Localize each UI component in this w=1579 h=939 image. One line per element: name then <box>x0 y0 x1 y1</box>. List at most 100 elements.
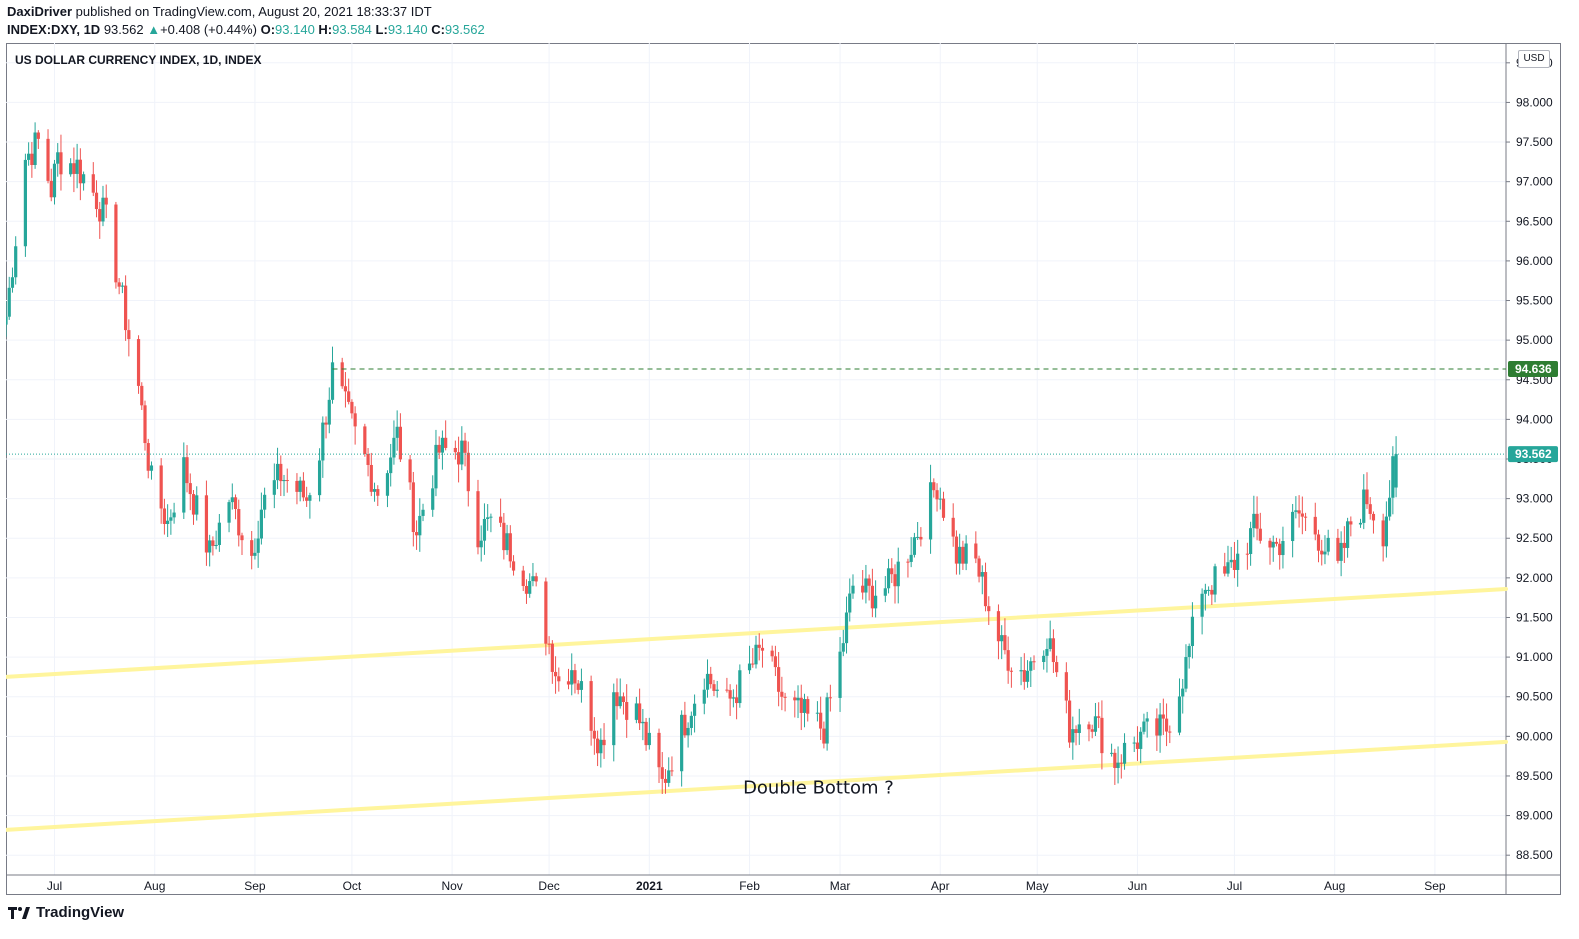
candle-body <box>1274 541 1279 544</box>
candle-body <box>751 663 755 665</box>
candle-body <box>1278 543 1282 556</box>
candle-body <box>240 535 244 541</box>
candle-body <box>411 482 415 533</box>
candle-body <box>1190 616 1195 647</box>
candle-body <box>195 495 199 515</box>
candle-body <box>919 536 923 540</box>
candle-body <box>1042 655 1046 663</box>
x-tick-label: Jul <box>1227 879 1242 893</box>
candle-body <box>1113 752 1117 768</box>
currency-label[interactable]: USD <box>1518 50 1550 68</box>
candle-body <box>815 712 820 714</box>
candle-body <box>136 339 141 386</box>
candle-body <box>376 489 380 496</box>
candle-body <box>1177 696 1182 733</box>
y-tick-label: 98.000 <box>1516 95 1553 109</box>
candle-body <box>33 132 37 165</box>
candle-body <box>705 673 710 690</box>
candle-body <box>120 285 124 287</box>
candle-body <box>1200 593 1204 617</box>
candle-body <box>886 568 891 589</box>
candle-body <box>802 699 807 713</box>
candle-body <box>398 426 402 460</box>
candle-body <box>1022 670 1026 682</box>
candle-body <box>1006 650 1010 671</box>
x-tick-label: May <box>1026 879 1049 893</box>
candle-body <box>385 473 390 496</box>
candle-body <box>1032 661 1036 663</box>
candle-body <box>641 721 645 724</box>
candle-body <box>828 697 832 699</box>
candlestick-chart[interactable]: 88.500 89.000 89.500 90.000 90.500 91.000 91.5… <box>6 43 1561 895</box>
candle-body <box>735 697 739 704</box>
candle-body <box>114 204 118 283</box>
candle-body <box>793 697 797 701</box>
x-tick-label: Nov <box>441 879 462 893</box>
candle-body <box>437 444 441 453</box>
candle-body <box>1271 541 1275 548</box>
candle-body <box>618 696 622 707</box>
candle-body <box>172 512 176 518</box>
candle-body <box>1297 510 1301 514</box>
candle-body <box>935 490 939 500</box>
candle-body <box>204 495 209 553</box>
tradingview-logo-icon <box>8 906 30 919</box>
candle-body <box>928 482 933 540</box>
candle-body <box>980 572 984 577</box>
candle-body <box>272 480 276 495</box>
candle-body <box>94 192 99 210</box>
candle-body <box>117 282 121 287</box>
x-tick-label: Oct <box>343 879 362 893</box>
candle-body <box>1268 540 1272 548</box>
candle-body <box>81 174 86 184</box>
candle-body <box>476 491 480 548</box>
candle-body <box>961 546 965 564</box>
candle-body <box>770 650 774 657</box>
candle-body <box>838 651 842 698</box>
y-tick-label: 96.500 <box>1516 214 1553 228</box>
candle-body <box>1087 724 1091 730</box>
candle-body <box>1110 752 1114 754</box>
candle-body <box>1300 513 1304 517</box>
candle-body <box>579 681 584 690</box>
x-tick-label: Aug <box>1324 879 1345 893</box>
y-tick-label: 94.000 <box>1516 412 1553 426</box>
candle-body <box>369 464 373 492</box>
y-tick-label: 89.500 <box>1516 769 1553 783</box>
low-label: L: <box>375 22 388 37</box>
candle-body <box>149 465 154 471</box>
candle-body <box>1009 670 1013 672</box>
candle-body <box>625 702 629 720</box>
candle-body <box>1055 662 1059 673</box>
candle-body <box>738 670 742 704</box>
candle-body <box>566 681 571 685</box>
y-tick-label: 95.000 <box>1516 333 1553 347</box>
candle-body <box>1161 714 1165 719</box>
candle-body <box>1168 731 1172 733</box>
candle-body <box>844 612 849 644</box>
candle-body <box>1365 489 1369 505</box>
candle-body <box>285 480 289 482</box>
candle-body <box>14 246 18 278</box>
candle-body <box>796 697 800 701</box>
candle-body <box>389 457 393 474</box>
candle-body <box>366 453 370 465</box>
y-tick-label: 93.000 <box>1516 492 1553 506</box>
candle-body <box>27 153 31 160</box>
candle-body <box>124 285 128 331</box>
candle-body <box>408 459 412 483</box>
candle-body <box>1345 521 1350 548</box>
candle-body <box>49 180 53 198</box>
candle-body <box>508 533 512 562</box>
candle-body <box>1323 551 1327 555</box>
candle-body <box>1000 635 1004 642</box>
candle-body <box>1381 520 1385 547</box>
candle-body <box>395 426 399 438</box>
candle-body <box>237 509 241 536</box>
candle-body <box>211 540 215 546</box>
ohlc-legend: INDEX:DXY, 1D 93.562 ▲+0.408 (+0.44%) O:… <box>7 22 485 37</box>
candle-body <box>667 770 671 783</box>
candle-body <box>340 362 344 387</box>
y-tick-label: 97.500 <box>1516 135 1553 149</box>
candle-body <box>1122 742 1127 764</box>
